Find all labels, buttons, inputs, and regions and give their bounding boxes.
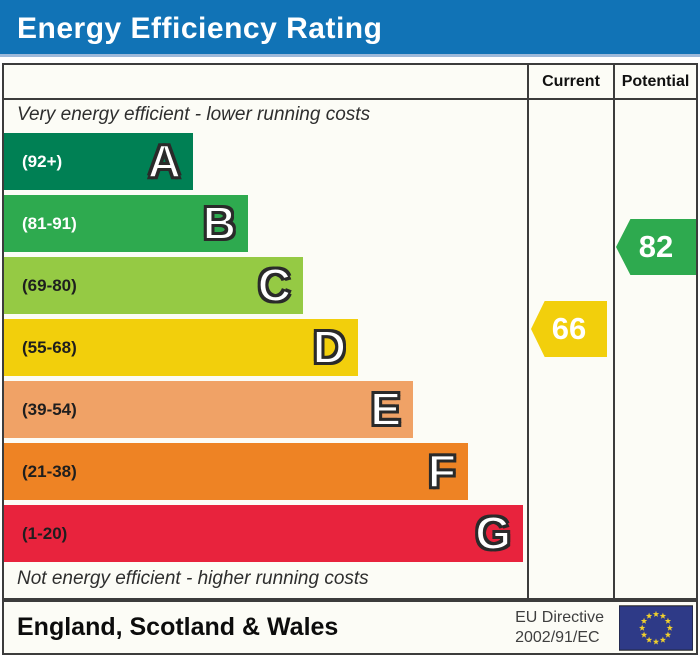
band-row: (39-54) E — [4, 381, 413, 438]
band-bar: (39-54) E — [4, 381, 413, 438]
eu-flag-star — [638, 624, 646, 631]
band-row: (55-68) D — [4, 319, 358, 376]
eu-directive-line2: 2002/91/EC — [515, 629, 600, 646]
eu-flag-star — [645, 636, 653, 643]
current-marker: 66 — [531, 301, 607, 357]
eu-flag-star — [652, 610, 660, 617]
band-range: (21-38) — [22, 462, 77, 481]
band-range: (55-68) — [22, 338, 77, 357]
potential-column-header: Potential — [621, 73, 690, 90]
title-bar: Energy Efficiency Rating — [0, 0, 700, 57]
eu-flag-star — [664, 631, 672, 638]
eu-flag-star — [664, 617, 672, 624]
column-divider-current — [527, 65, 529, 598]
band-letter: B — [202, 196, 237, 250]
band-letter: C — [257, 258, 292, 312]
band-row: (21-38) F — [4, 443, 468, 500]
band-letter: G — [474, 506, 512, 560]
region-label: England, Scotland & Wales — [17, 613, 339, 641]
eu-directive-label: EU Directive 2002/91/EC — [515, 608, 604, 648]
band-letter: A — [147, 134, 182, 188]
band-letter: F — [427, 444, 457, 498]
band-range: (69-80) — [22, 276, 77, 295]
band-range: (92+) — [22, 152, 63, 171]
eu-flag-star — [640, 631, 648, 638]
eu-directive-line1: EU Directive — [515, 609, 604, 626]
band-row: (69-80) C — [4, 257, 303, 314]
band-bar: (55-68) D — [4, 319, 358, 376]
eu-flag-star — [645, 612, 653, 619]
current-marker-value: 66 — [551, 311, 587, 346]
band-bar: (21-38) F — [4, 443, 468, 500]
band-bar: (81-91) B — [4, 195, 248, 252]
band-letter: D — [312, 320, 347, 374]
eu-flag-stars — [638, 610, 674, 645]
footer-bar: England, Scotland & Wales EU Directive 2… — [2, 600, 698, 655]
band-range: (39-54) — [22, 400, 77, 419]
potential-marker-value: 82 — [638, 229, 674, 264]
inefficient-note: Not energy efficient - higher running co… — [17, 568, 369, 589]
eu-flag-star — [640, 617, 648, 624]
band-range: (1-20) — [22, 524, 68, 543]
band-bar: (69-80) C — [4, 257, 303, 314]
band-row: (1-20) G — [4, 505, 523, 562]
eu-flag-icon — [619, 605, 693, 651]
potential-marker: 82 — [616, 219, 696, 275]
band-row: (92+) A — [4, 133, 193, 190]
band-range: (81-91) — [22, 214, 77, 233]
page-title: Energy Efficiency Rating — [17, 12, 383, 45]
band-letter: E — [369, 382, 402, 436]
eu-flag-star — [652, 638, 660, 645]
band-row: (81-91) B — [4, 195, 248, 252]
rating-table: Current Potential Very energy efficient … — [2, 63, 698, 600]
current-column-header: Current — [542, 73, 600, 90]
header-divider — [4, 98, 696, 100]
eu-flag-star — [659, 636, 667, 643]
efficient-note: Very energy efficient - lower running co… — [17, 104, 371, 125]
column-divider-potential — [613, 65, 615, 598]
eu-flag-star — [666, 624, 674, 631]
band-bar: (92+) A — [4, 133, 193, 190]
band-bar: (1-20) G — [4, 505, 523, 562]
eu-flag-star — [659, 612, 667, 619]
